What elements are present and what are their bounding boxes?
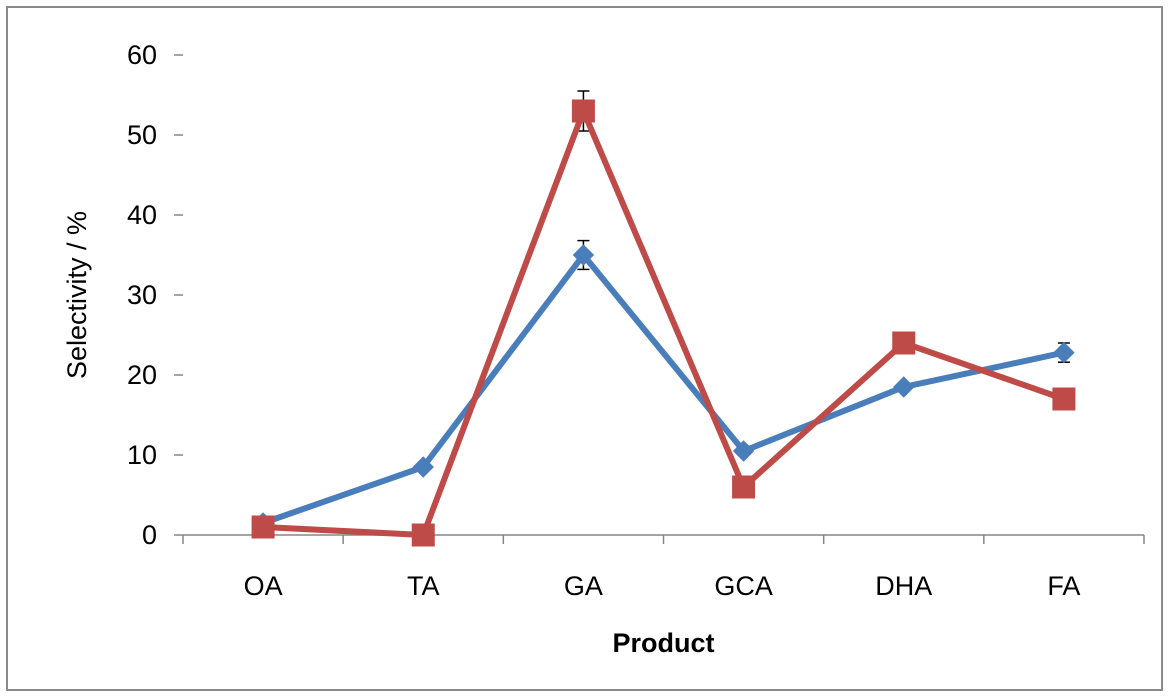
- y-tick-label: 20: [127, 360, 157, 390]
- x-tick-label: FA: [1047, 571, 1080, 601]
- x-axis-title: Product: [612, 628, 714, 658]
- y-tick-label: 10: [127, 440, 157, 470]
- y-tick-labels: 0 10 20 30 40 50 60: [127, 40, 157, 550]
- diamond-marker: [1053, 341, 1075, 364]
- y-tick-label: 40: [127, 200, 157, 230]
- square-marker: [411, 523, 435, 547]
- x-tick-label: GA: [564, 571, 603, 601]
- x-tick-labels: OA TA GA GCA DHA FA: [244, 571, 1081, 601]
- x-tick-label: TA: [407, 571, 440, 601]
- y-tick-label: 50: [127, 120, 157, 150]
- series-1: [252, 239, 1075, 534]
- square-marker: [892, 331, 916, 355]
- series-line: [262, 252, 1065, 526]
- diamond-marker: [893, 376, 915, 398]
- square-marker: [571, 99, 595, 123]
- diamond-marker: [732, 440, 755, 462]
- x-axis-ticks: [182, 535, 1145, 544]
- x-tick-label: GCA: [714, 571, 773, 601]
- square-marker: [251, 515, 275, 539]
- series-2: [251, 90, 1076, 547]
- y-tick-label: 60: [127, 40, 157, 70]
- y-tick-label: 0: [142, 520, 157, 550]
- y-tick-label: 30: [127, 280, 157, 310]
- series-layer: [251, 90, 1076, 547]
- diamond-marker: [412, 456, 434, 478]
- y-axis-ticks: [174, 54, 183, 536]
- x-tick-label: OA: [244, 571, 283, 601]
- series-line: [262, 108, 1065, 538]
- square-marker: [1052, 387, 1076, 411]
- x-tick-label: DHA: [875, 571, 932, 601]
- y-axis-title: Selectivity / %: [62, 211, 92, 379]
- diamond-marker: [572, 244, 595, 266]
- square-marker: [732, 475, 756, 499]
